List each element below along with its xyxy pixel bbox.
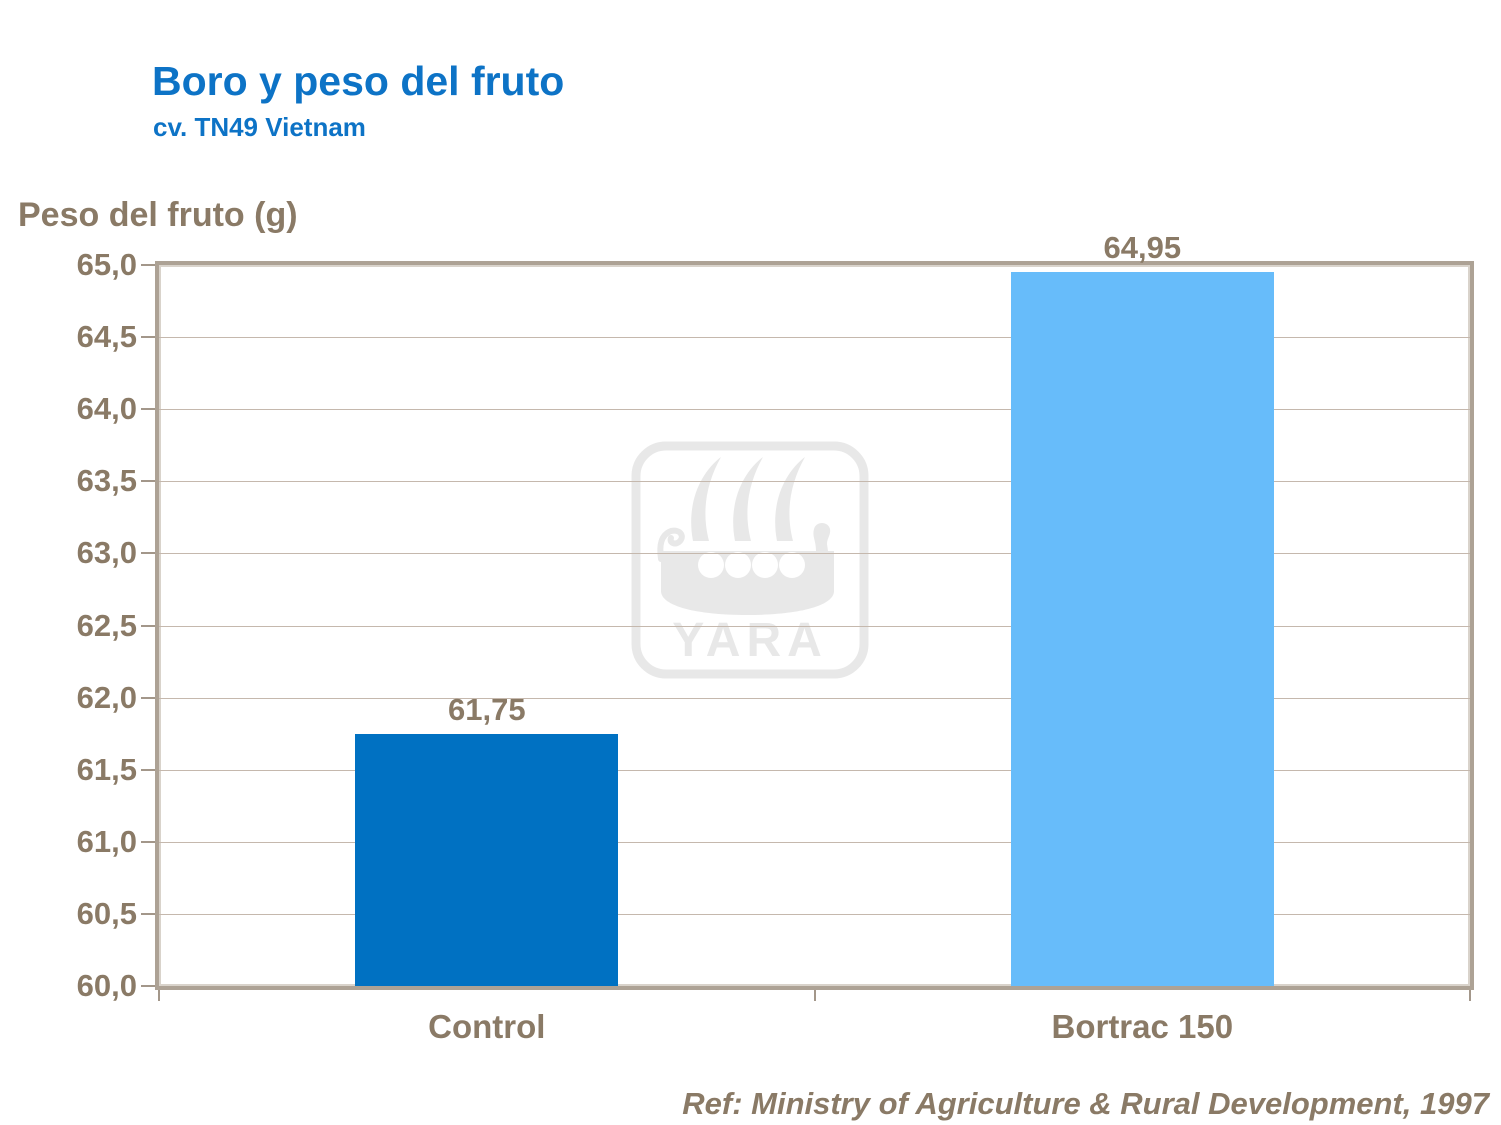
y-tick-label: 60,0 bbox=[76, 968, 137, 1003]
value-label: 61,75 bbox=[448, 691, 526, 727]
y-axis-title: Peso del fruto (g) bbox=[18, 196, 298, 234]
category-label: Bortrac 150 bbox=[1051, 1008, 1234, 1045]
x-tick-mark bbox=[158, 990, 160, 1001]
gridline bbox=[159, 697, 1470, 699]
gridline bbox=[159, 553, 1470, 555]
gridline bbox=[159, 409, 1470, 411]
gridline bbox=[159, 337, 1470, 339]
bar-bortrac-150 bbox=[1010, 272, 1274, 986]
y-tick-label: 60,5 bbox=[76, 895, 137, 931]
y-tick-mark bbox=[141, 552, 155, 555]
value-label: 64,95 bbox=[1103, 230, 1182, 266]
gridline bbox=[159, 481, 1470, 483]
y-tick-mark bbox=[141, 480, 155, 483]
y-tick-label: 64,0 bbox=[76, 391, 137, 427]
bar-control bbox=[355, 733, 619, 986]
gridline bbox=[159, 769, 1470, 771]
y-tick-mark bbox=[141, 912, 155, 915]
gridline bbox=[159, 913, 1470, 915]
y-tick-mark bbox=[141, 840, 155, 843]
category-label: Control bbox=[428, 1008, 546, 1045]
y-tick-mark bbox=[141, 624, 155, 627]
y-tick-label: 61,5 bbox=[76, 751, 137, 787]
y-tick-label: 65,0 bbox=[76, 247, 137, 282]
y-tick-label: 61,0 bbox=[76, 823, 137, 859]
x-tick-mark bbox=[1469, 990, 1471, 1001]
y-tick-label: 64,5 bbox=[76, 319, 137, 355]
plot-area: YARA bbox=[141, 261, 1474, 1001]
y-tick-mark bbox=[141, 264, 155, 266]
chart-title: Boro y peso del fruto bbox=[152, 58, 565, 104]
y-tick-label: 62,0 bbox=[76, 679, 137, 715]
y-tick-mark bbox=[141, 336, 155, 339]
y-tick-mark bbox=[141, 985, 155, 987]
chart-subtitle: cv. TN49 Vietnam bbox=[153, 112, 366, 142]
y-tick-mark bbox=[141, 408, 155, 411]
watermark-brand-text: YARA bbox=[672, 614, 828, 667]
y-tick-label: 62,5 bbox=[76, 607, 137, 643]
y-tick-label: 63,5 bbox=[76, 463, 137, 499]
gridline bbox=[159, 841, 1470, 843]
yara-logo-watermark-icon: YARA bbox=[631, 441, 869, 679]
y-tick-mark bbox=[141, 768, 155, 771]
gridline bbox=[159, 625, 1470, 627]
y-tick-mark bbox=[141, 696, 155, 699]
x-tick-mark bbox=[813, 990, 816, 1001]
y-tick-label: 63,0 bbox=[76, 535, 137, 571]
reference-text: Ref: Ministry of Agriculture & Rural Dev… bbox=[682, 1086, 1489, 1121]
